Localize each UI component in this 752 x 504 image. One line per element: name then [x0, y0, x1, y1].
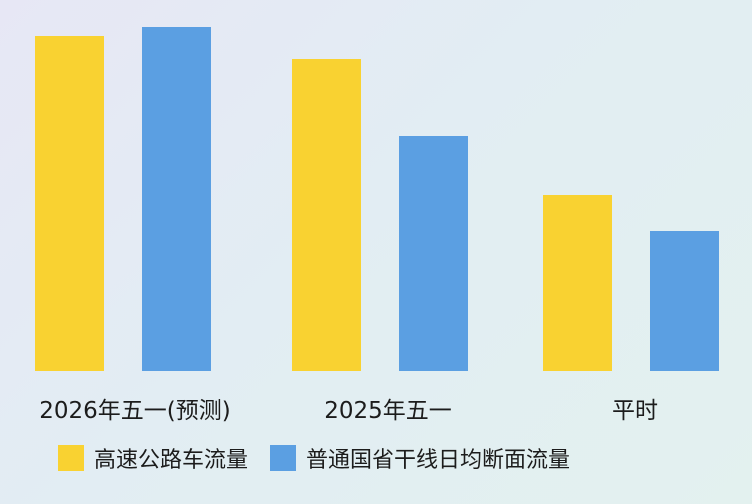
- bar-national-road-1: [399, 136, 468, 371]
- legend-label-highway: 高速公路车流量: [94, 448, 249, 473]
- bar-national-road-2: [650, 231, 719, 371]
- category-label-1: 2025年五一: [324, 398, 452, 424]
- category-label-0: 2026年五一(预测): [39, 398, 230, 424]
- legend: 高速公路车流量 普通国省干线日均断面流量: [58, 441, 592, 475]
- bar-highway-2: [543, 195, 612, 371]
- legend-label-national-road: 普通国省干线日均断面流量: [306, 448, 571, 473]
- bar-highway-1: [292, 59, 361, 371]
- legend-item-highway: 高速公路车流量: [58, 442, 248, 474]
- category-label-2: 平时: [612, 398, 658, 424]
- bar-national-road-0: [142, 27, 211, 371]
- legend-swatch-national-road: [270, 445, 297, 471]
- bar-highway-0: [35, 36, 104, 371]
- legend-item-national-road: 普通国省干线日均断面流量: [270, 442, 570, 474]
- legend-swatch-highway: [58, 445, 84, 471]
- bar-chart: 2026年五一(预测) 2025年五一 平时: [35, 27, 719, 424]
